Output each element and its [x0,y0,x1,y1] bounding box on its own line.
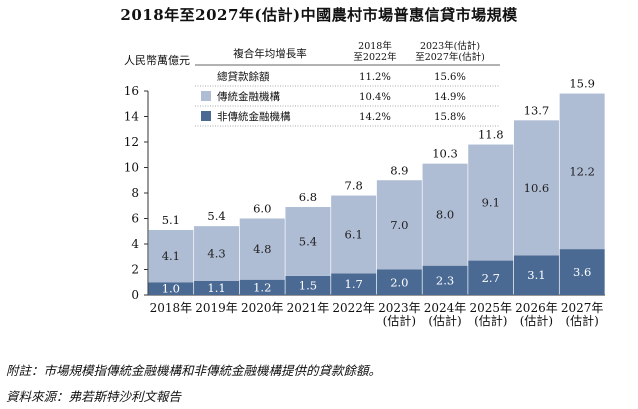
x-tick-label: 2026年 [515,301,558,315]
data-label-non-traditional: 1.2 [253,280,271,294]
y-tick-label: 14 [124,110,140,124]
cagr-col2-header: 至2027年(估計) [415,51,485,63]
x-tick-label: (估計) [428,313,461,328]
y-tick-label: 2 [131,263,139,277]
cagr-col1-header: 2018年 [358,40,392,52]
bar-traditional [422,163,468,266]
data-label-traditional: 4.1 [162,249,180,263]
data-label-traditional: 7.0 [390,218,408,232]
cagr-value: 10.4% [359,92,391,103]
data-label-traditional: 10.6 [524,181,550,195]
data-label-total: 13.7 [524,103,550,117]
data-label-traditional: 6.1 [345,227,363,241]
cagr-value: 14.9% [434,92,466,103]
bar-non-traditional [513,255,559,295]
bar-non-traditional [148,282,194,295]
data-label-total: 6.0 [253,202,271,216]
x-tick-label: 2021年 [287,301,330,315]
bar-non-traditional [194,280,240,295]
data-label-traditional: 4.3 [207,247,225,261]
x-tick-label: 2018年 [150,301,193,315]
x-tick-label: (估計) [474,313,507,328]
legend-swatch [201,91,211,101]
y-tick-label: 0 [131,288,139,302]
bar-traditional [468,144,514,261]
bar-traditional [376,180,422,270]
bar-non-traditional [422,265,468,295]
legend-swatch [201,111,211,121]
chart-title: 2018年至2027年(估計)中國農村市場普惠信貸市場規模 [120,6,518,24]
x-tick-label: (估計) [383,313,416,328]
x-tick-label: 2025年 [469,301,512,315]
data-label-traditional: 8.0 [436,208,454,222]
x-tick-label: 2023年 [378,301,421,315]
footnote: 附註：市場規模指傳統金融機構和非傳統金融機構提供的貸款餘額。 [6,363,382,378]
bar-traditional [194,226,240,281]
data-label-total: 10.3 [432,147,458,161]
cagr-row-label: 傳統金融機構 [217,90,280,103]
bar-traditional [239,218,285,280]
bar-non-traditional [468,260,514,295]
data-label-total: 6.8 [299,190,317,204]
data-label-total: 7.8 [345,179,363,193]
data-label-non-traditional: 2.0 [390,275,408,289]
data-label-total: 11.8 [478,128,504,142]
bar-non-traditional [559,249,605,295]
cagr-row-label: 非傳統金融機構 [217,110,291,123]
source-note: 資料來源：弗若斯特沙利文報告 [6,389,182,404]
bar-non-traditional [376,269,422,295]
data-label-traditional: 4.8 [253,242,271,256]
x-tick-label: 2027年 [561,301,604,315]
y-tick-label: 4 [131,237,139,251]
data-label-non-traditional: 1.7 [345,277,363,291]
data-label-traditional: 12.2 [569,164,595,178]
data-label-total: 8.9 [390,163,408,177]
cagr-value: 15.6% [434,72,466,83]
data-label-total: 15.9 [569,77,595,91]
bar-traditional [513,120,559,256]
bar-traditional [559,93,605,250]
bar-non-traditional [285,275,331,295]
data-label-total: 5.4 [207,209,225,223]
data-label-non-traditional: 1.5 [299,278,317,292]
cagr-col1-header: 至2022年 [353,51,397,63]
x-tick-label: (估計) [520,313,553,328]
x-tick-label: 2022年 [332,301,375,315]
data-label-non-traditional: 3.1 [527,268,545,282]
bar-traditional [148,229,194,283]
data-label-non-traditional: 1.0 [162,282,180,296]
bar-traditional [285,207,331,276]
y-axis-unit-label: 人民幣萬億元 [124,54,190,67]
data-label-non-traditional: 2.7 [482,271,500,285]
cagr-row-label: 總貸款餘額 [217,70,270,83]
data-label-non-traditional: 2.3 [436,273,454,287]
cagr-value: 11.2% [359,72,391,83]
data-label-total: 5.1 [162,213,180,227]
cagr-value: 14.2% [359,112,391,123]
bar-non-traditional [239,279,285,295]
x-tick-label: 2024年 [424,301,467,315]
y-tick-label: 6 [131,212,139,226]
y-tick-label: 16 [124,84,139,98]
x-tick-label: 2019年 [195,301,238,315]
bar-non-traditional [331,273,377,295]
y-tick-label: 8 [131,186,139,200]
cagr-header-label: 複合年均增長率 [233,47,307,60]
y-tick-label: 12 [124,135,139,149]
cagr-value: 15.8% [434,112,466,123]
data-label-non-traditional: 3.6 [573,265,591,279]
x-tick-label: 2020年 [241,301,284,315]
data-label-non-traditional: 1.1 [207,281,225,295]
data-label-traditional: 9.1 [482,196,500,210]
cagr-col2-header: 2023年(估計) [420,40,480,52]
data-label-traditional: 5.4 [299,234,317,248]
y-tick-label: 10 [124,161,139,175]
bar-traditional [331,195,377,274]
x-tick-label: (估計) [565,313,598,328]
